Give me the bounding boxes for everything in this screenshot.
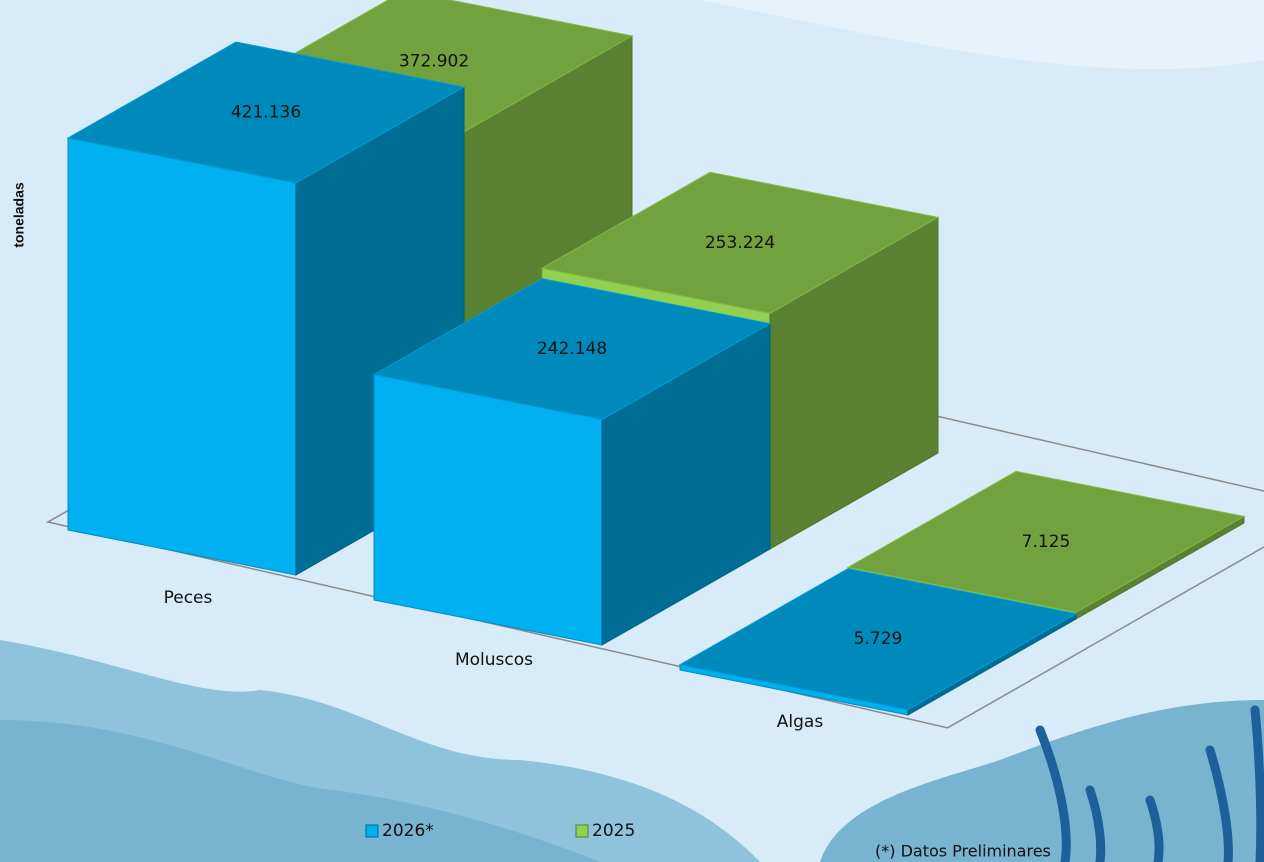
- x-tick-label: Peces: [164, 588, 213, 608]
- x-tick-label: Algas: [777, 712, 824, 732]
- data-label: 421.136: [231, 103, 301, 123]
- data-label: 5.729: [854, 629, 903, 649]
- decor-wave: [0, 720, 600, 862]
- data-label: 7.125: [1022, 532, 1071, 552]
- data-label: 242.148: [537, 339, 607, 359]
- decor-seaweed: [1035, 705, 1264, 862]
- legend-label: 2025: [592, 821, 635, 841]
- bar-top: [846, 470, 1246, 613]
- data-label: 253.224: [705, 233, 775, 253]
- legend-swatch: [575, 824, 589, 838]
- bar-top: [372, 278, 772, 421]
- bar-top: [540, 171, 940, 314]
- y-axis-label: toneladas: [11, 182, 27, 248]
- bar: [372, 278, 772, 646]
- decor-wave: [0, 0, 1264, 70]
- x-tick-label: Moluscos: [455, 650, 533, 670]
- data-label: 372.902: [399, 51, 469, 71]
- bar-front: [373, 373, 603, 646]
- legend-label: 2026*: [382, 821, 434, 841]
- bar: [678, 568, 1078, 716]
- bar-top: [66, 41, 466, 184]
- bar-front: [67, 137, 297, 576]
- legend-swatch: [365, 824, 379, 838]
- footnote: (*) Datos Preliminares: [875, 842, 1051, 861]
- bar-top: [678, 568, 1078, 711]
